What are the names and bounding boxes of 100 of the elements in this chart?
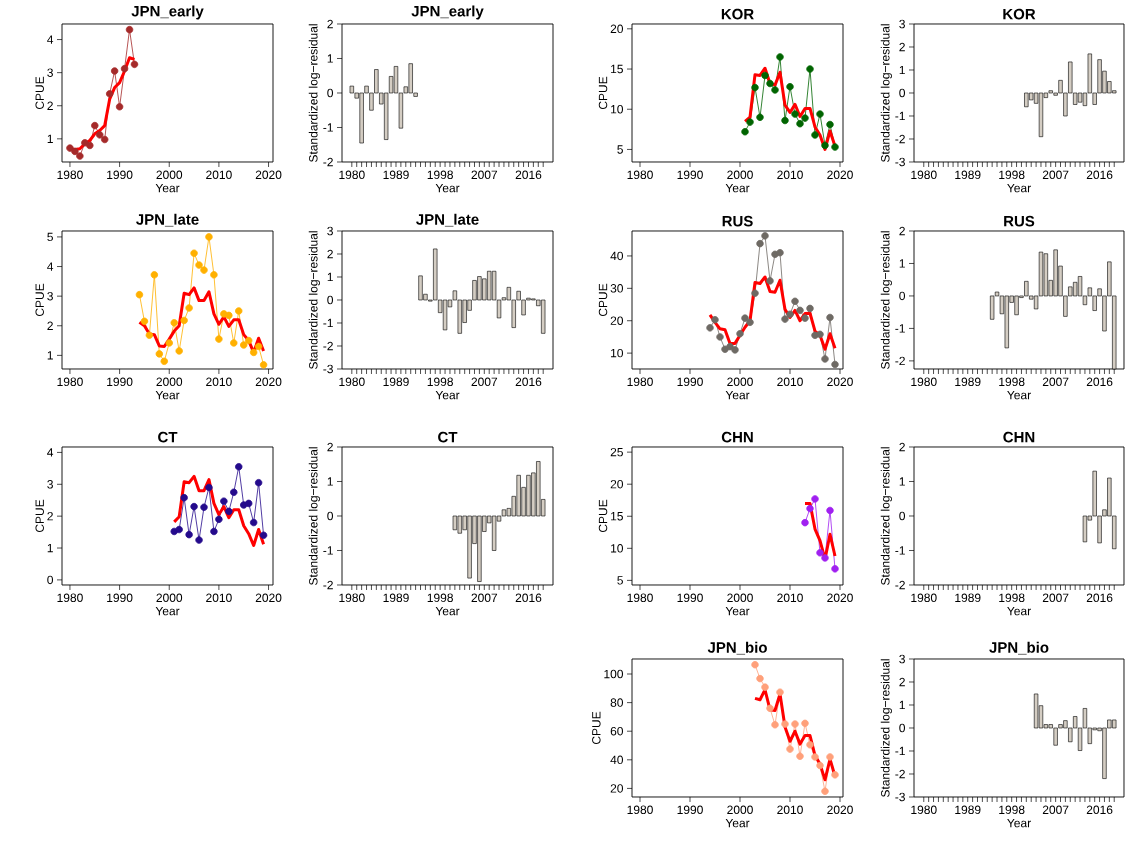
y-tick-label: 1 [899,65,905,75]
x-axis-title: Year [435,183,460,193]
point [165,339,173,347]
point [766,79,774,88]
y-tick-label: 2 [899,226,905,236]
y-tick-label: 20 [610,479,624,489]
y-axis-title: Standardized log−residual [308,447,320,585]
x-tick-label: 1980 [911,170,937,180]
y-tick-label: -2 [895,134,905,144]
point [195,261,203,269]
x-tick-label: 2016 [1086,377,1113,387]
chart-title: CHN [1003,431,1035,443]
x-axis-title: Year [155,390,180,400]
x-tick-label: 2010 [206,593,232,603]
point [776,249,784,257]
y-tick-label: 5 [617,145,623,154]
x-tick-label: 1980 [339,170,365,180]
point [200,503,208,511]
x-tick-label: 1980 [627,170,653,180]
point [796,120,804,128]
x-tick-label: 1989 [955,593,981,603]
point [811,753,819,761]
point [185,530,193,539]
x-tick-label: 2000 [727,377,753,387]
point [786,83,794,91]
point [816,330,824,339]
bar [1033,693,1039,729]
y-tick-label: 1 [899,259,905,268]
x-tick-label: 2000 [156,593,183,603]
y-tick-label: -1 [323,123,333,132]
point [751,83,759,92]
bar [452,515,458,531]
x-tick-label: 1980 [339,377,365,387]
x-axis-title: Year [155,183,180,193]
point [831,771,839,779]
point [86,141,94,150]
y-tick-label: 25 [610,447,623,457]
x-tick-label: 2007 [1042,593,1069,603]
x-tick-label: 2007 [1042,170,1069,180]
y-tick-label: -2 [323,580,333,590]
x-tick-label: 2010 [206,170,232,180]
point [175,347,183,355]
point [821,355,829,363]
point [796,752,804,760]
point [71,147,79,156]
point [761,71,769,80]
x-axis-title: Year [1007,606,1031,616]
y-tick-label: -3 [323,364,333,374]
point [190,249,198,257]
x-tick-label: 2000 [727,170,753,180]
y-tick-label: 1 [327,477,333,486]
point [254,342,263,351]
x-tick-label: 2020 [827,805,853,815]
point [736,329,744,338]
y-tick-label: 0 [327,295,334,305]
y-axis-title: CPUE [598,283,608,317]
y-tick-label: -2 [895,580,905,590]
y-tick-label: 3 [899,654,905,664]
y-tick-label: 3 [47,68,53,77]
point [806,65,814,73]
point [816,761,824,770]
x-tick-label: 1998 [999,805,1025,815]
x-tick-label: 2020 [255,170,282,180]
bar [1038,92,1044,137]
x-tick-label: 2020 [827,377,853,387]
y-tick-label: 0 [899,723,906,733]
point [244,336,253,345]
x-tick-label: 2000 [156,377,183,387]
x-tick-label: 2020 [827,593,853,603]
point [180,493,188,502]
point [105,90,114,98]
y-axis-title: CPUE [35,499,44,533]
y-tick-label: -1 [895,111,905,121]
x-tick-label: 1989 [955,377,981,387]
x-tick-label: 1989 [383,377,409,387]
point [781,720,789,728]
point [756,113,764,121]
x-tick-label: 2020 [255,377,282,387]
y-tick-label: 40 [610,251,624,261]
point [249,518,258,527]
point [816,110,824,118]
x-tick-label: 2007 [471,593,498,603]
point [155,350,164,358]
y-tick-label: 1 [47,543,53,553]
x-tick-label: 1980 [57,170,83,180]
point [200,266,208,274]
point [801,518,809,527]
point [195,536,203,544]
x-tick-label: 2016 [515,593,542,603]
x-tick-label: 1998 [999,593,1025,603]
x-tick-label: 2000 [156,170,183,180]
y-tick-label: 3 [899,19,905,29]
x-axis-title: Year [725,390,750,400]
y-tick-label: 2 [327,249,333,259]
y-tick-label: 1 [47,134,53,143]
chart-title: JPN_late [136,213,199,227]
point [791,110,799,118]
y-axis-title: Standardized log−residual [880,24,892,162]
x-tick-label: 1998 [999,377,1025,387]
x-tick-label: 1980 [911,805,937,815]
